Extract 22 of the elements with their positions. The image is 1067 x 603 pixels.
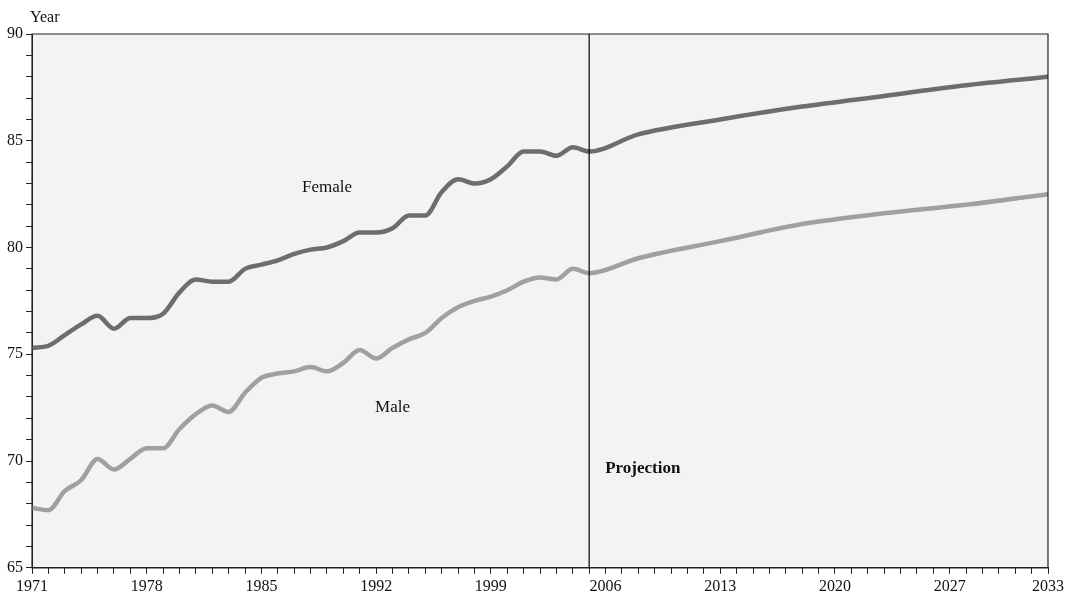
text: Female <box>301 176 352 196</box>
y-axis-title: Year <box>30 8 61 26</box>
x-tick-label: 2027 <box>933 576 966 594</box>
x-tick-label: 1985 <box>245 576 278 594</box>
x-tick-label: 2033 <box>1032 576 1064 594</box>
line-series <box>32 191 1048 513</box>
line-series <box>32 74 1048 351</box>
y-tick-label: 75 <box>7 344 23 362</box>
y-tick-label: 70 <box>7 451 23 469</box>
y-tick-label: 65 <box>7 558 23 575</box>
x-tick-label: 2006 <box>589 576 622 594</box>
y-tick-label: 85 <box>7 130 23 148</box>
y-tick-label: 90 <box>7 24 23 42</box>
ref-line-label: Projection <box>605 458 681 478</box>
x-tick-label: 2020 <box>818 576 851 594</box>
x-tick-label: 1999 <box>474 576 507 594</box>
y-tick-label: 80 <box>7 237 23 255</box>
x-tick-label: 2013 <box>704 576 737 594</box>
x-tick-label: 1978 <box>130 576 163 594</box>
x-tick-label: 1992 <box>360 576 393 594</box>
text: Male <box>375 397 410 417</box>
x-tick-label: 1971 <box>16 576 48 594</box>
